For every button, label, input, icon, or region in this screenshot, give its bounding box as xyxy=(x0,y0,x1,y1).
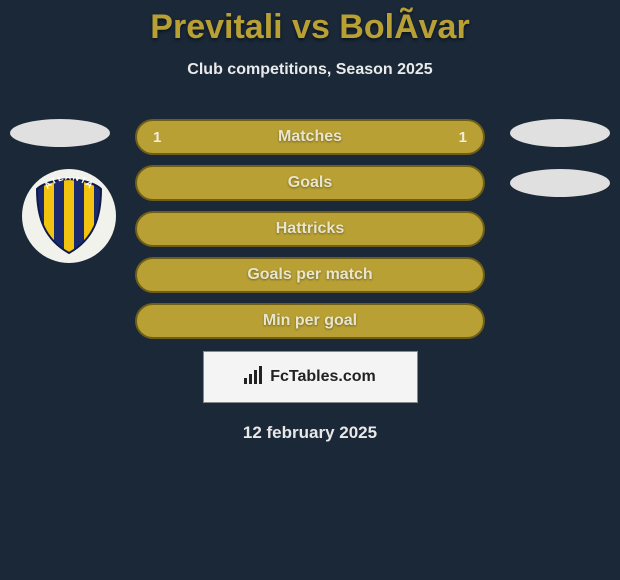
club-badge-circle: ATLANTA xyxy=(22,169,116,263)
stat-label: Hattricks xyxy=(276,220,344,238)
chart-icon xyxy=(244,366,264,389)
stat-label: Matches xyxy=(278,128,342,146)
brand-text: FcTables.com xyxy=(270,368,376,386)
player-placeholder-left xyxy=(10,119,110,147)
stat-value-right: 1 xyxy=(459,129,467,146)
brand-box[interactable]: FcTables.com xyxy=(203,351,418,403)
stat-bar-min-per-goal: Min per goal xyxy=(135,303,485,339)
stat-bar-hattricks: Hattricks xyxy=(135,211,485,247)
date-text: 12 february 2025 xyxy=(0,423,620,443)
stat-bars: 1 Matches 1 Goals Hattricks Goals per ma… xyxy=(135,119,485,339)
stat-label: Goals xyxy=(288,174,332,192)
club-badge-left: ATLANTA xyxy=(22,169,116,263)
stat-label: Goals per match xyxy=(247,266,372,284)
player-placeholder-right-2 xyxy=(510,169,610,197)
stat-label: Min per goal xyxy=(263,312,357,330)
comparison-content: ATLANTA 1 Matches 1 Goals Hattricks Goal… xyxy=(0,119,620,443)
subtitle: Club competitions, Season 2025 xyxy=(0,61,620,79)
page-title: Previtali vs BolÃ­var xyxy=(0,0,620,47)
stat-bar-matches: 1 Matches 1 xyxy=(135,119,485,155)
stat-bar-goals: Goals xyxy=(135,165,485,201)
atlanta-shield-icon: ATLANTA xyxy=(34,177,104,255)
player-placeholder-right-1 xyxy=(510,119,610,147)
stat-value-left: 1 xyxy=(153,129,161,146)
stat-bar-goals-per-match: Goals per match xyxy=(135,257,485,293)
